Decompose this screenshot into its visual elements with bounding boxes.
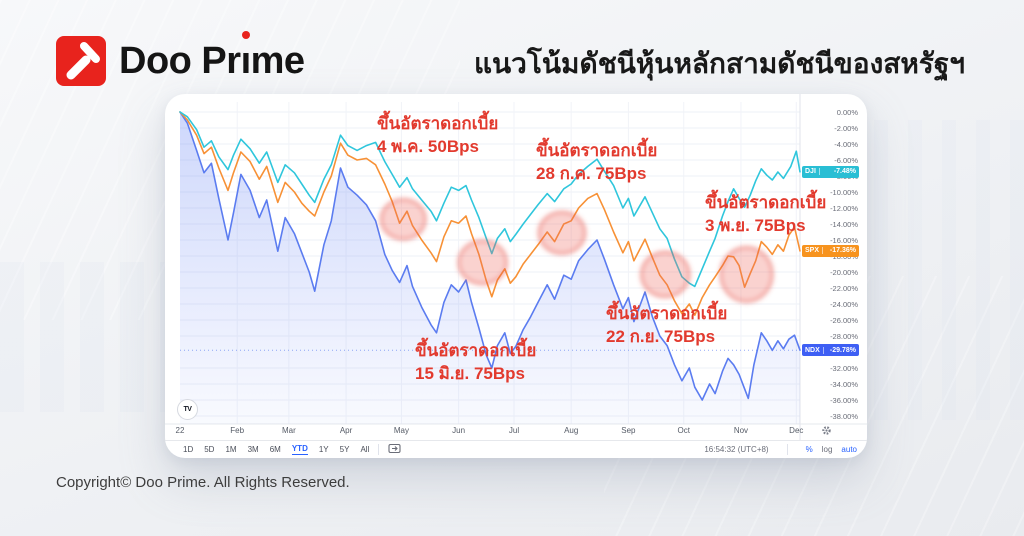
time-tick-label: Aug (564, 426, 579, 435)
price-tick-label: -34.00% (830, 379, 858, 389)
rate-hike-annotation-jun: ขึ้นอัตราดอกเบี้ย 15 มิ.ย. 75Bps (415, 339, 536, 386)
price-tick-label: -6.00% (834, 155, 858, 165)
price-tick-label: -4.00% (834, 139, 858, 149)
highlight-circle (379, 197, 428, 242)
brand-logo: Doo Prı me (56, 31, 305, 86)
ndx-area-fill (180, 112, 800, 424)
highlight-circle (456, 238, 509, 286)
rate-hike-annotation-sep: ขึ้นอัตราดอกเบี้ย 22 ก.ย. 75Bps (606, 302, 727, 349)
highlight-circle (536, 210, 588, 256)
annotation-line2: 22 ก.ย. 75Bps (606, 327, 716, 347)
range-button-6m[interactable]: 6M (269, 445, 281, 454)
annotation-line2: 28 ก.ค. 75Bps (536, 164, 647, 184)
annotation-line2: 3 พ.ย. 75Bps (705, 216, 806, 236)
price-tick-label: 0.00% (836, 107, 858, 117)
price-tick-label: -26.00% (830, 315, 858, 325)
price-tick-label: -38.00% (830, 411, 858, 421)
price-tick-label: -36.00% (830, 395, 858, 405)
price-badge-ndx: NDX -29.78% (802, 344, 859, 357)
price-tick-label: -32.00% (830, 363, 858, 373)
price-badge-dji: DJI -7.48% (802, 165, 859, 178)
price-tick-label: -22.00% (830, 283, 858, 293)
time-tick-label: Apr (339, 426, 353, 435)
time-tick-label: Jul (508, 426, 520, 435)
brand-i-red-dot (241, 31, 250, 39)
rate-hike-annotation-nov: ขึ้นอัตราดอกเบี้ย 3 พ.ย. 75Bps (705, 191, 826, 238)
price-tick-label: -24.00% (830, 299, 858, 309)
range-button-1y[interactable]: 1Y (318, 445, 329, 454)
price-tick-label: -10.00% (830, 187, 858, 197)
time-tick-label: Mar (281, 426, 296, 435)
highlight-circle (718, 245, 775, 304)
highlight-circle (639, 250, 692, 299)
annotation-line1: ขึ้นอัตราดอกเบี้ย (536, 141, 658, 160)
range-button-all[interactable]: All (360, 445, 370, 454)
chart-plot-area[interactable] (165, 94, 867, 458)
annotation-line1: ขึ้นอัตราดอกเบี้ย (705, 193, 827, 212)
price-tick-label: -14.00% (830, 219, 858, 229)
page-title: แนวโน้มดัชนีหุ้นหลักสามดัชนีของสหรัฐฯ (473, 48, 965, 79)
annotation-line1: ขึ้นอัตราดอกเบี้ย (377, 114, 499, 133)
time-tick-label: Oct (677, 426, 690, 435)
annotation-line1: ขึ้นอัตราดอกเบี้ย (606, 304, 728, 323)
toolbar-divider (378, 444, 380, 455)
chart-toolbar: 1D 5D 1M 3M 6M YTD 1Y 5Y All 16:54:32 (UTC+8) % l… (165, 440, 867, 458)
series-line-dji (179, 111, 801, 288)
range-button-5d[interactable]: 5D (204, 445, 215, 454)
scale-button-log[interactable]: log (821, 445, 833, 454)
time-tick-label: Jun (452, 426, 466, 435)
time-tick-label: 22 (175, 426, 185, 435)
price-badge-spx: SPX -17.36% (802, 244, 859, 257)
annotation-line1: ขึ้นอัตราดอกเบี้ย (415, 341, 537, 360)
clock-label[interactable]: 16:54:32 (UTC+8) (704, 445, 769, 454)
annotation-line2: 4 พ.ค. 50Bps (377, 137, 479, 157)
doo-prime-logo-icon (56, 36, 106, 86)
chart-card: 0.00%-2.00%-4.00%-6.00%-8.00%-10.00%-12.… (165, 94, 867, 458)
range-button-1d[interactable]: 1D (183, 445, 194, 454)
range-button-5y[interactable]: 5Y (339, 445, 350, 454)
price-tick-label: -20.00% (830, 267, 858, 277)
background-bars-right (874, 120, 1024, 420)
price-tick-label: -16.00% (830, 235, 858, 245)
scale-button-%[interactable]: % (805, 445, 813, 454)
scale-button-auto[interactable]: auto (841, 445, 857, 454)
annotation-line2: 15 มิ.ย. 75Bps (415, 364, 525, 384)
scale-buttons: % log auto (806, 445, 857, 454)
series-line-ndx (179, 111, 801, 401)
price-tick-label: -2.00% (834, 123, 858, 133)
copyright-text: Copyright© Doo Prime. All Rights Reserve… (56, 474, 350, 491)
range-button-3m[interactable]: 3M (247, 445, 259, 454)
rate-hike-annotation-jul: ขึ้นอัตราดอกเบี้ย 28 ก.ค. 75Bps (536, 139, 657, 186)
go-to-date-icon[interactable] (388, 443, 401, 456)
time-tick-label: May (393, 426, 409, 435)
toolbar-divider (786, 444, 788, 455)
time-tick-label: Feb (230, 426, 245, 435)
range-button-1m[interactable]: 1M (225, 445, 237, 454)
price-tick-label: -28.00% (830, 331, 858, 341)
range-button-ytd[interactable]: YTD (291, 444, 308, 455)
rate-hike-annotation-may: ขึ้นอัตราดอกเบี้ย 4 พ.ค. 50Bps (377, 112, 498, 159)
price-tick-label: -12.00% (830, 203, 858, 213)
time-tick-label: Nov (733, 426, 749, 435)
range-selector: 1D 5D 1M 3M 6M YTD 1Y 5Y All (183, 444, 369, 455)
brand-name: Doo Prı me (119, 31, 305, 80)
time-tick-label: Sep (621, 426, 636, 435)
gear-icon[interactable] (821, 423, 832, 441)
time-tick-label: Dec (789, 426, 804, 435)
tradingview-logo-icon[interactable]: TV (177, 399, 198, 420)
